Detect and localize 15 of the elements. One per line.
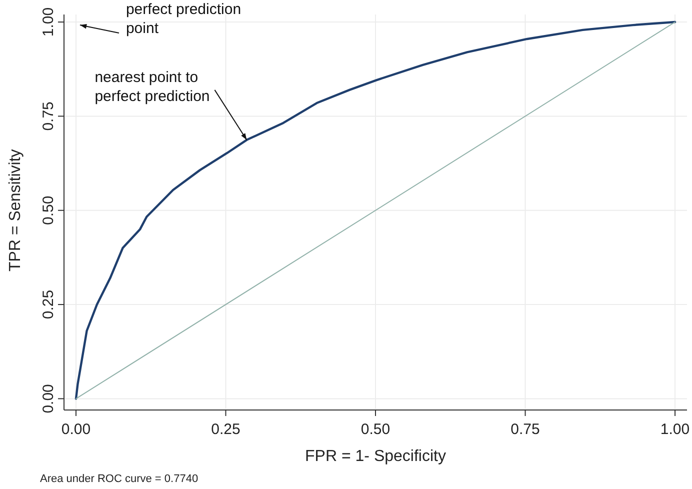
y-tick-label: 0.00 bbox=[40, 384, 57, 414]
y-tick-label: 0.75 bbox=[40, 102, 57, 131]
x-tick-label: 0.50 bbox=[360, 421, 390, 438]
x-axis-title: FPR = 1- Specificity bbox=[305, 448, 446, 465]
x-tick-label: 1.00 bbox=[660, 421, 690, 438]
y-tick-label: 0.50 bbox=[40, 196, 57, 225]
annotation: nearest point to perfect prediction bbox=[94, 68, 210, 105]
y-axis-title: TPR = Sensitivity bbox=[7, 149, 24, 272]
text: Area under ROC curve = 0.7740 bbox=[40, 473, 198, 485]
y-tick-label: 0.25 bbox=[40, 290, 57, 320]
x-tick-label: 0.75 bbox=[510, 421, 540, 438]
x-tick-label: 0.25 bbox=[211, 421, 240, 438]
y-tick-label: 1.00 bbox=[40, 7, 57, 37]
annotation: perfect prediction point bbox=[126, 1, 242, 38]
x-tick-label: 0.00 bbox=[61, 421, 91, 438]
